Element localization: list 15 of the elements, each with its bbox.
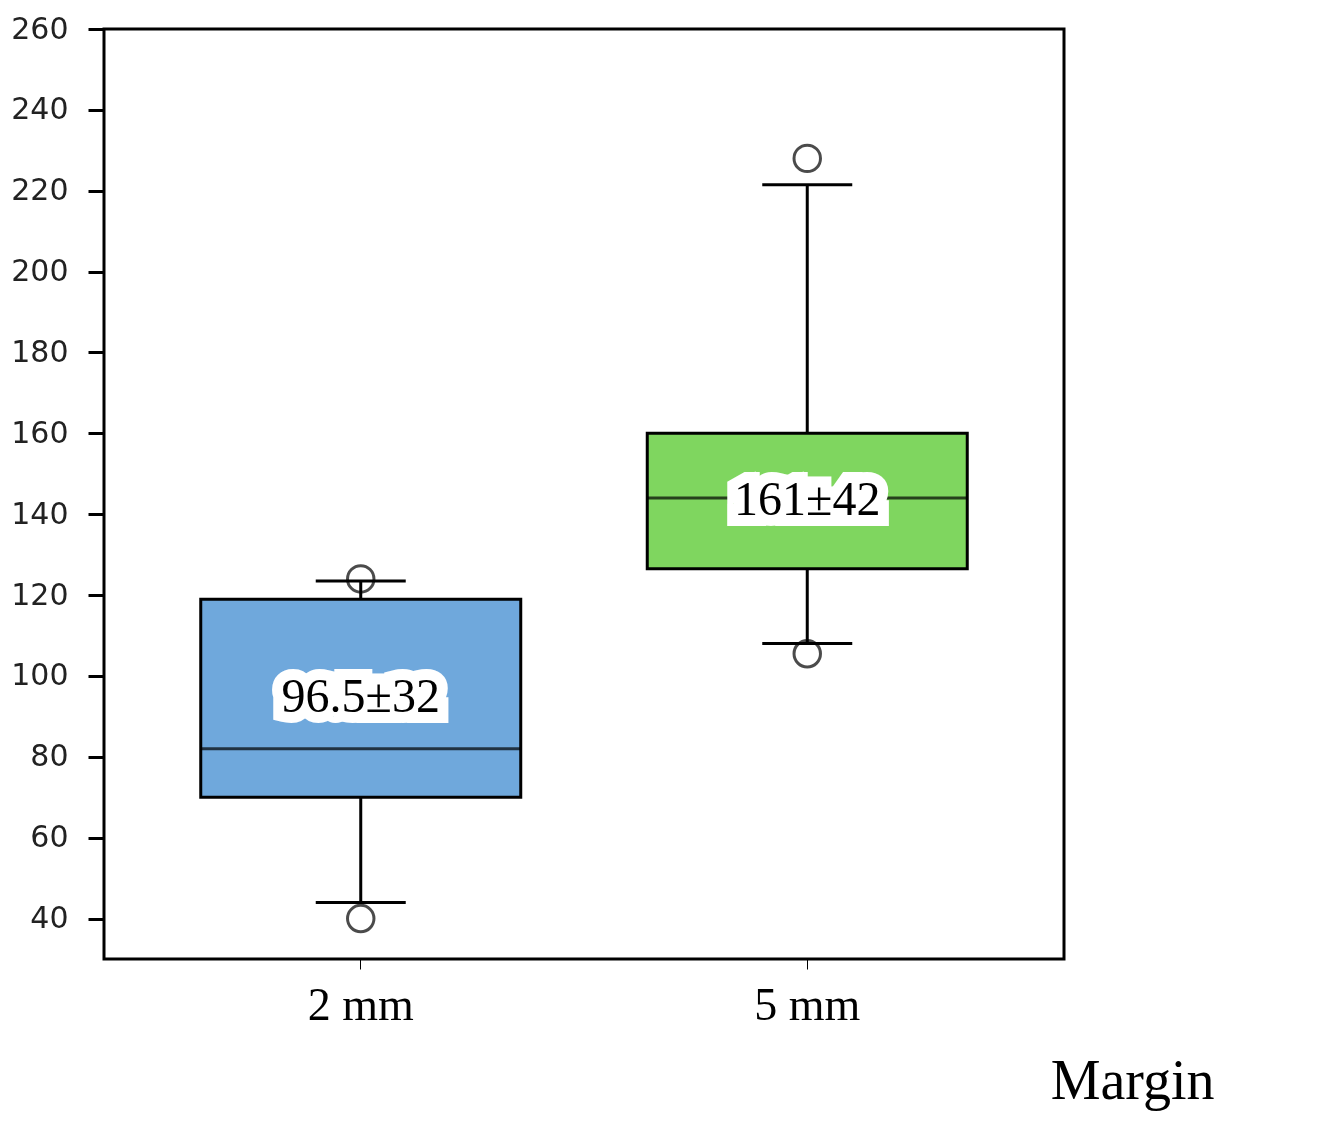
y-tick-label: 220 xyxy=(11,172,69,208)
y-tick-label: 200 xyxy=(11,253,69,289)
y-tick-label: 60 xyxy=(30,819,69,855)
y-tick-label: 120 xyxy=(11,576,69,612)
y-tick-label: 180 xyxy=(11,333,69,369)
y-tick-label: 140 xyxy=(11,495,69,531)
y-tick-label: 160 xyxy=(11,414,69,450)
x-tick-label: 5 mm xyxy=(754,978,861,1030)
y-tick-label: 240 xyxy=(11,91,69,127)
y-tick-label: 80 xyxy=(30,738,69,774)
y-tick-label: 100 xyxy=(11,657,69,693)
x-axis-title: Margin xyxy=(1050,1048,1215,1111)
y-tick-label: 260 xyxy=(11,10,69,46)
y-tick-label: 40 xyxy=(30,900,69,936)
x-tick-label: 2 mm xyxy=(307,978,414,1030)
